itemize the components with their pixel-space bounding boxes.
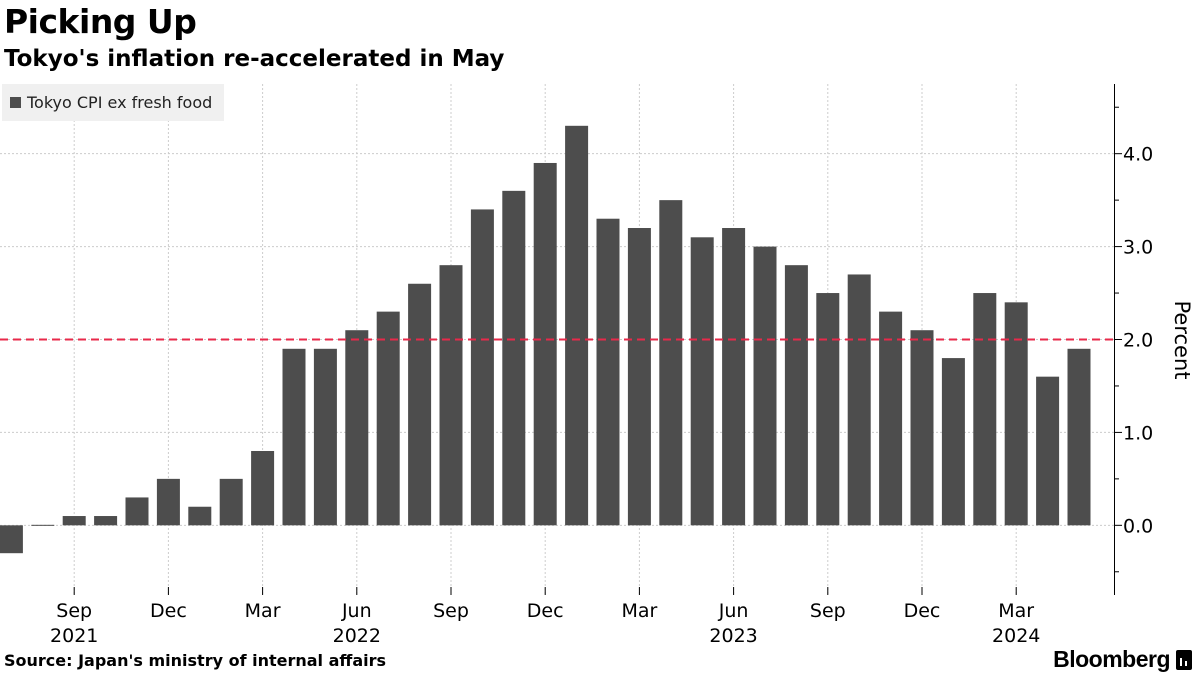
bar — [722, 228, 746, 526]
bar — [816, 293, 840, 526]
bar — [313, 348, 337, 526]
bar — [565, 125, 589, 526]
x-tick-label: Mar — [998, 600, 1034, 622]
bar — [753, 246, 777, 526]
bar — [973, 293, 997, 526]
bar — [408, 283, 432, 526]
legend-swatch — [10, 97, 21, 108]
bar — [125, 497, 149, 526]
x-tick-label: Sep — [56, 600, 92, 622]
y-tick-label: 2.0 — [1123, 330, 1153, 352]
bar — [1004, 302, 1028, 526]
y-tick-label: 1.0 — [1123, 422, 1153, 444]
x-tick-label: Jun — [718, 600, 749, 622]
bar — [627, 228, 651, 526]
axes: 0.0 1.0 2.0 3.0 4.0 Sep 2021 Dec Mar Jun 2022 Sep De… — [50, 84, 1153, 647]
brand-logo: Bloomberg — [1053, 646, 1192, 673]
bar — [219, 478, 243, 526]
x-tick-label: Mar — [621, 600, 657, 622]
legend-label: Tokyo CPI ex fresh food — [27, 93, 213, 112]
x-tick-label: Dec — [150, 600, 187, 622]
x-tick-label: Mar — [245, 600, 281, 622]
bar — [533, 162, 557, 526]
brand-name: Bloomberg — [1053, 646, 1170, 672]
x-year-label: 2023 — [709, 625, 757, 647]
bloomberg-terminal-icon — [1176, 649, 1192, 670]
bar — [156, 478, 180, 526]
bar — [282, 348, 306, 526]
bar — [502, 190, 526, 526]
y-tick-label: 3.0 — [1123, 237, 1153, 259]
bar — [376, 311, 400, 526]
bar — [1036, 376, 1060, 526]
bar — [690, 237, 714, 526]
x-year-label: 2021 — [50, 625, 98, 647]
bar — [62, 516, 86, 526]
x-tick-label: Jun — [341, 600, 372, 622]
bar — [1067, 348, 1091, 526]
x-year-label: 2024 — [992, 625, 1040, 647]
y-tick-label: 0.0 — [1123, 515, 1153, 537]
bar — [659, 200, 683, 526]
bar — [251, 450, 275, 526]
bar — [94, 516, 118, 526]
bar — [188, 506, 212, 526]
x-tick-label: Sep — [810, 600, 846, 622]
bar — [439, 265, 463, 526]
x-year-label: 2022 — [333, 625, 381, 647]
x-tick-label: Dec — [904, 600, 941, 622]
bar — [847, 274, 871, 526]
bar — [784, 265, 808, 526]
x-tick-label: Dec — [527, 600, 564, 622]
bar-series — [0, 125, 1091, 554]
y-tick-label: 4.0 — [1123, 144, 1153, 166]
bar — [470, 209, 494, 526]
source-note: Source: Japan's ministry of internal aff… — [4, 651, 387, 670]
chart-subtitle: Tokyo's inflation re-accelerated in May — [4, 46, 505, 72]
x-tick-label: Sep — [433, 600, 469, 622]
chart-title: Picking Up — [4, 2, 197, 41]
bar — [0, 525, 23, 554]
bar — [31, 524, 55, 526]
bar — [345, 330, 369, 526]
bar — [596, 218, 620, 526]
bar — [879, 311, 903, 526]
bar — [941, 358, 965, 526]
y-axis-label: Percent — [1170, 300, 1194, 379]
bar — [910, 330, 934, 526]
legend: Tokyo CPI ex fresh food — [2, 84, 225, 121]
